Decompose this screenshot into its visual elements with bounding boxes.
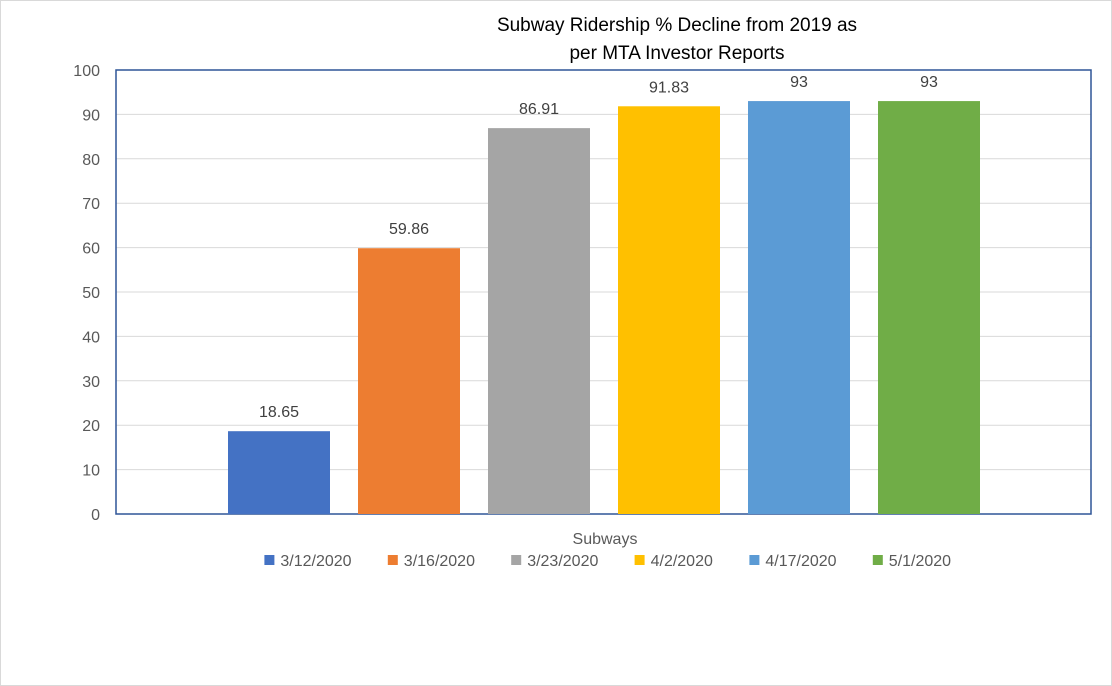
bar [358,248,460,514]
legend-swatch [387,555,398,565]
legend-item: 3/23/2020 [511,553,598,570]
chart-title-line-2: per MTA Investor Reports [569,43,784,64]
bar [878,101,980,514]
bar [488,128,590,514]
y-tick-label: 80 [82,152,100,169]
legend-swatch [264,555,275,565]
y-tick-label: 20 [82,418,100,435]
legend-label: 4/17/2020 [765,553,836,570]
chart-title-line-1: Subway Ridership % Decline from 2019 as [497,15,857,36]
legend-label: 4/2/2020 [651,553,713,570]
legend-swatch [634,555,645,565]
legend-label: 3/16/2020 [404,553,475,570]
bar-data-label: 18.65 [259,404,299,421]
bar-data-label: 59.86 [389,221,429,238]
data-labels: 18.65 59.86 86.91 91.83 93 93 [259,74,938,421]
y-tick-label: 70 [82,196,100,213]
legend-label: 5/1/2020 [889,553,951,570]
y-tick-label: 0 [91,507,100,524]
legend-item: 4/17/2020 [749,553,837,570]
y-tick-label: 60 [82,241,100,258]
legend-label: 3/12/2020 [280,553,351,570]
y-tick-label: 30 [82,374,100,391]
y-tick-label: 50 [82,285,100,302]
y-axis-ticks: 0 10 20 30 40 50 60 70 80 90 100 [73,63,100,524]
legend-swatch [749,555,760,565]
bars [228,101,980,514]
legend: 3/12/2020 3/16/2020 3/23/2020 4/2/2020 4/17/… [264,553,951,570]
y-tick-label: 100 [73,63,100,80]
legend-item: 3/12/2020 [264,553,352,570]
bar-data-label: 86.91 [519,101,559,118]
plot-area-border [115,69,1092,515]
bar-data-label: 91.83 [649,79,689,96]
bar [228,431,330,514]
y-tick-label: 90 [82,107,100,124]
legend-item: 4/2/2020 [634,553,713,570]
legend-item: 5/1/2020 [872,553,951,570]
legend-swatch [511,555,522,565]
y-tick-label: 40 [82,329,100,346]
chart-title: Subway Ridership % Decline from 2019 as … [497,15,857,64]
bar-data-label: 93 [920,74,938,91]
y-tick-label: 10 [82,463,100,480]
bar [748,101,850,514]
x-axis-label: Subways [573,531,638,548]
legend-swatch [872,555,883,565]
legend-label: 3/23/2020 [527,553,598,570]
legend-item: 3/16/2020 [387,553,475,570]
bar-data-label: 93 [790,74,808,91]
bar [618,106,720,514]
